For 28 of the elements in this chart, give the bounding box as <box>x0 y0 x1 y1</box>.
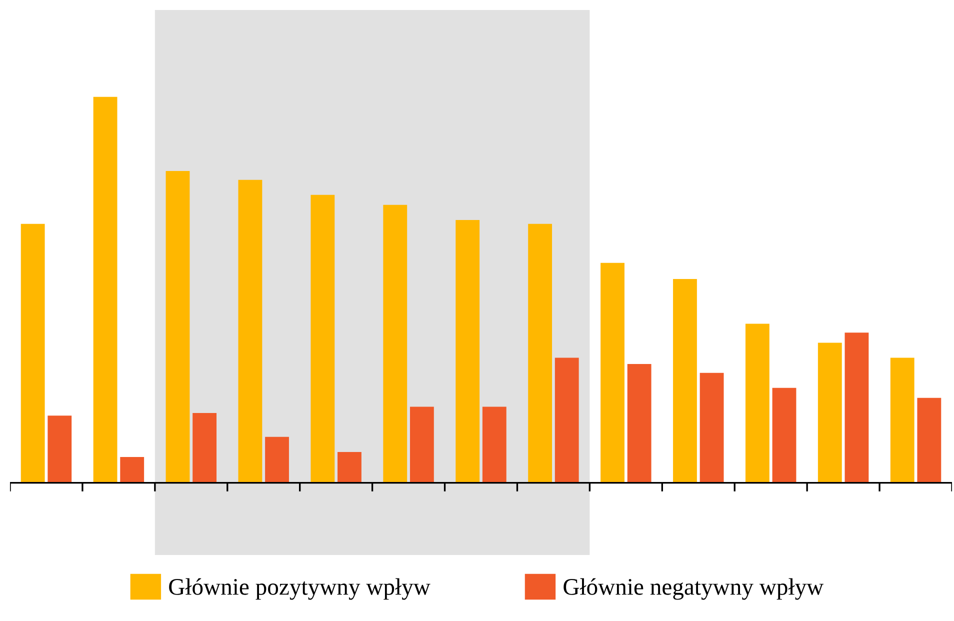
bar <box>383 204 408 483</box>
bar <box>844 332 869 483</box>
bar <box>528 224 552 483</box>
legend-label: Głównie pozytywny wpływ <box>169 578 430 600</box>
bar <box>600 262 624 483</box>
bar <box>917 398 942 483</box>
bar <box>310 194 335 483</box>
bar <box>890 358 914 483</box>
bar <box>700 372 724 483</box>
bar <box>482 406 506 483</box>
bar <box>554 358 579 483</box>
bar <box>338 452 362 483</box>
bar <box>818 342 842 483</box>
bar <box>48 416 72 483</box>
bar <box>265 436 289 483</box>
bar <box>192 412 217 483</box>
bar <box>166 170 190 483</box>
bar <box>456 220 480 483</box>
bar <box>120 456 144 483</box>
bar <box>627 364 652 483</box>
bar <box>93 96 118 483</box>
legend-label: Głównie negatywny wpływ <box>564 578 824 600</box>
bar <box>20 224 45 483</box>
bar <box>772 388 796 483</box>
bar <box>238 180 262 483</box>
bar <box>673 279 697 483</box>
bar <box>745 324 770 483</box>
bar <box>410 406 434 483</box>
